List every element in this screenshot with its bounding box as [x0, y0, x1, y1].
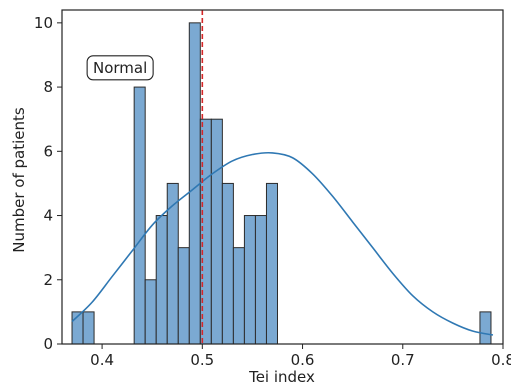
x-axis-label: Tei index — [248, 368, 315, 386]
x-tick-label: 0.5 — [190, 351, 214, 369]
y-axis-ticks: 0 2 4 6 8 10 — [34, 14, 62, 353]
y-tick-label: 2 — [43, 271, 53, 289]
x-axis-ticks: 0.4 0.5 0.6 0.7 0.8 — [90, 344, 511, 369]
x-tick-label: 0.4 — [90, 351, 114, 369]
y-tick-label: 6 — [43, 142, 53, 160]
histogram-bar — [133, 86, 146, 345]
histogram-bar — [166, 182, 179, 345]
x-tick-label: 0.7 — [391, 351, 415, 369]
normal-annotation: Normal — [86, 55, 154, 81]
y-tick-label: 0 — [43, 335, 53, 353]
annotation-box — [86, 55, 154, 81]
annotation-label: Normal — [93, 59, 147, 77]
x-tick-label: 0.6 — [291, 351, 315, 369]
y-axis-label: Number of patients — [10, 107, 28, 253]
y-tick-label: 10 — [34, 14, 53, 32]
histogram-bar — [243, 215, 256, 345]
histogram-bar — [188, 22, 201, 345]
histogram-bar — [232, 247, 245, 345]
histogram-bar — [479, 311, 492, 345]
histogram-bar — [144, 279, 157, 345]
histogram-bar — [221, 182, 234, 345]
y-tick-label: 8 — [43, 78, 53, 96]
histogram-bar — [265, 182, 278, 345]
x-tick-label: 0.8 — [491, 351, 511, 369]
histogram-bar — [254, 215, 267, 345]
axes-frame — [61, 9, 504, 345]
histogram-bar — [210, 118, 223, 345]
histogram-bar — [155, 215, 168, 345]
histogram-bar — [82, 311, 95, 345]
kde-curve-line — [71, 151, 494, 336]
histogram-bar — [177, 247, 190, 345]
y-tick-label: 4 — [43, 207, 53, 225]
